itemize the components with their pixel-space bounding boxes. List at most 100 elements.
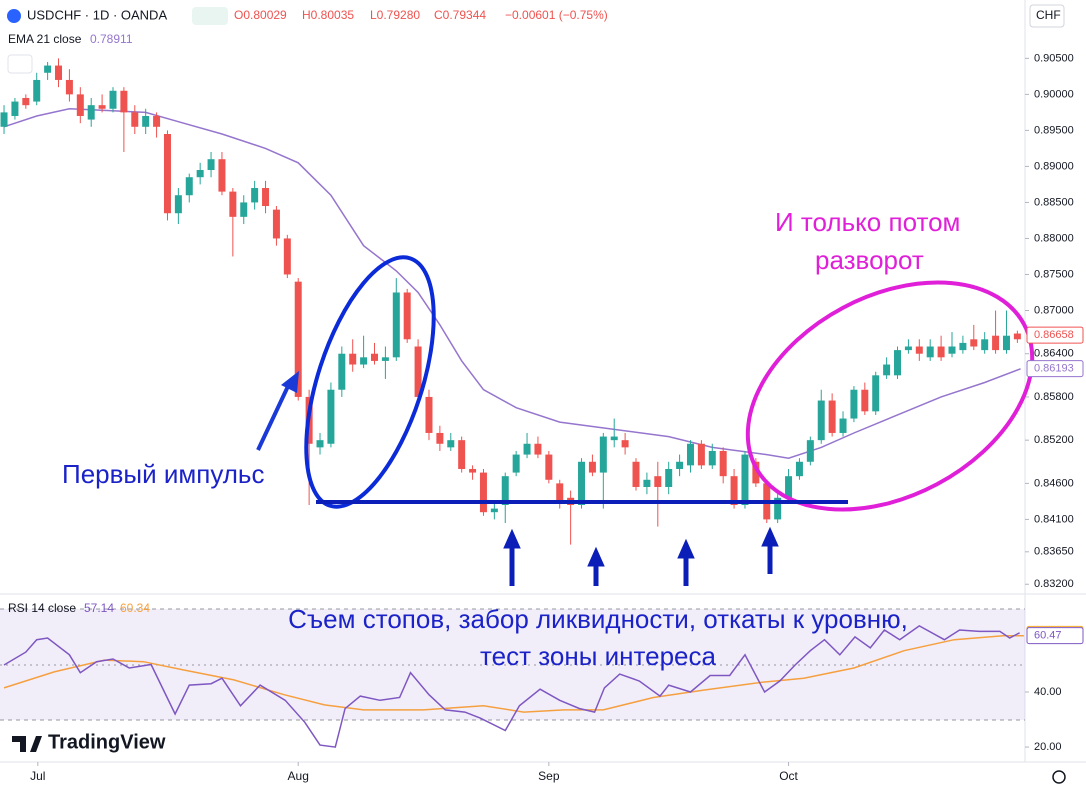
candle-body [806,440,814,462]
candle-body [588,461,596,473]
candle-body [904,346,912,351]
annotation: тест зоны интереса [480,641,716,671]
candle-body [33,79,41,102]
candle-body [392,292,400,358]
up-arrows [503,526,779,586]
candle-body [981,339,989,351]
candle-body [414,346,422,397]
ohlc-change: −0.00601 (−0.75%) [505,8,608,22]
candle-body [185,177,193,196]
candle-body [403,292,411,340]
symbol-icon [7,9,21,23]
y-tick-label: 0.88500 [1034,196,1074,208]
candle-body [196,170,204,178]
candle-body [11,101,19,116]
candle-body [87,105,95,120]
candle-body [752,461,760,484]
ema-label: EMA 21 close [8,32,82,46]
candle-body [1013,333,1021,340]
candle-body [817,400,825,441]
x-tick-label: Sep [538,769,560,783]
candle-body [643,479,651,487]
price-label: 60.47 [1034,630,1062,642]
candle-body [360,357,368,365]
y-tick-label: 0.84600 [1034,477,1074,489]
candle-body [534,443,542,455]
arrow-head [587,546,605,567]
candle-body [556,483,564,502]
price-label: 0.86658 [1034,329,1074,341]
y-tick-label: 0.86400 [1034,348,1074,360]
logo-icon [12,736,42,752]
candle-body [861,389,869,412]
candle-body [283,238,291,275]
arrow-head [503,528,521,549]
candle-body [425,396,433,433]
candle-body [55,65,63,80]
candle-body [654,476,662,487]
candle-body [501,476,509,505]
y-tick-label: 0.87500 [1034,268,1074,280]
candle-body [850,389,858,419]
ema-value: 0.78911 [90,32,133,46]
annotation: И только потом [775,207,960,237]
y-tick-label: 0.84100 [1034,513,1074,525]
candle-body [632,461,640,487]
candle-body [741,454,749,505]
rsi-label: RSI 14 close [8,601,76,615]
y-tick-label: 0.83650 [1034,546,1074,558]
annotation: Первый импульс [62,459,264,489]
candle-body [381,357,389,361]
impulse-ellipse [304,255,436,509]
ohlc-low: L0.79280 [370,8,420,22]
candle-body [708,450,716,466]
ohlc-open: O0.80029 [234,8,287,22]
ohlc-high: H0.80035 [302,8,354,22]
settings-icon[interactable] [1052,770,1066,784]
y-tick-label: 40.00 [1034,686,1062,698]
candle-body [774,497,782,520]
candle-body [523,443,531,455]
collapse-button[interactable] [7,54,33,74]
y-tick-label: 0.90500 [1034,52,1074,64]
candle-body [621,440,629,448]
candle-body [327,389,335,444]
annotation: Съем стопов, забор ликвидности, откаты к… [288,604,908,634]
candle-body [926,346,934,358]
price-label-box [1026,360,1084,378]
candle-body [578,461,586,505]
price-label-box [1026,627,1084,645]
ohlc-close: C0.79344 [434,8,486,22]
rsi-band [0,609,1025,720]
candle-body [883,364,891,376]
y-tick-label: 0.85800 [1034,391,1074,403]
annotation: разворот [815,245,924,275]
marks [0,57,1029,766]
candle-body [937,346,945,358]
candle-body [785,476,793,498]
candle-body [512,454,520,473]
rsi-ma-value: 60.34 [120,601,150,615]
candle-body [163,133,171,214]
candle-body [349,353,357,365]
currency: CHF [1036,8,1061,22]
candle-body [436,432,444,444]
candle-body [120,90,128,113]
candle-body [447,440,455,448]
candle-body [240,202,248,217]
y-tick-label: 0.83200 [1034,578,1074,590]
rsi-line [3,625,1020,748]
candle-body [959,342,967,351]
x-tick-label: Jul [30,769,45,783]
candle-body [153,115,161,127]
candle-body [599,436,607,473]
candle-body [207,159,215,171]
candle-body [970,339,978,347]
candle-body [479,472,487,513]
candle-body [262,188,270,207]
rsi-ma-line [3,635,1024,713]
y-tick-label: 20.00 [1034,741,1062,753]
currency-box[interactable] [1029,4,1065,28]
candle-body [218,159,226,192]
candle-body [992,335,1000,351]
